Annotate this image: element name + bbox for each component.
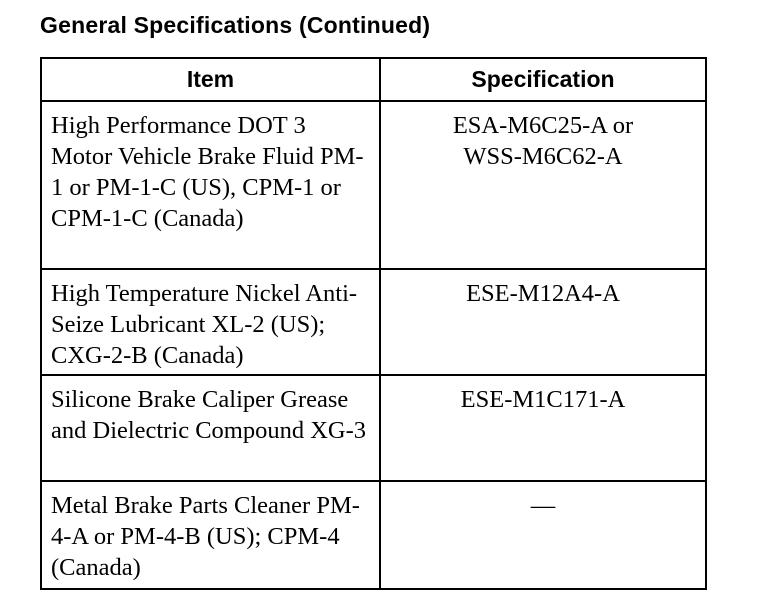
- specifications-table: Item Specification High Performance DOT …: [40, 57, 707, 590]
- page-title: General Specifications (Continued): [40, 12, 431, 38]
- specification-text: ESA-M6C25-A or WSS-M6C62-A: [452, 112, 634, 170]
- specification-cell: —: [379, 480, 707, 590]
- table-row: High Temperature Nickel Anti-Seize Lubri…: [40, 268, 707, 376]
- column-header-specification: Specification: [379, 57, 707, 102]
- specification-cell: ESE-M1C171-A: [379, 374, 707, 482]
- item-cell: Silicone Brake Caliper Grease and Dielec…: [40, 374, 381, 482]
- item-cell: Metal Brake Parts Cleaner PM-4-A or PM-4…: [40, 480, 381, 590]
- item-cell: High Temperature Nickel Anti-Seize Lubri…: [40, 268, 381, 376]
- table-row: Metal Brake Parts Cleaner PM-4-A or PM-4…: [40, 480, 707, 590]
- column-header-item: Item: [40, 57, 381, 102]
- specification-cell: ESE-M12A4-A: [379, 268, 707, 376]
- item-cell: High Performance DOT 3 Motor Vehicle Bra…: [40, 100, 381, 270]
- specification-cell: ESA-M6C25-A or WSS-M6C62-A: [379, 100, 707, 270]
- table-row: High Performance DOT 3 Motor Vehicle Bra…: [40, 100, 707, 270]
- table-header-row: Item Specification: [40, 57, 707, 102]
- table-row: Silicone Brake Caliper Grease and Dielec…: [40, 374, 707, 482]
